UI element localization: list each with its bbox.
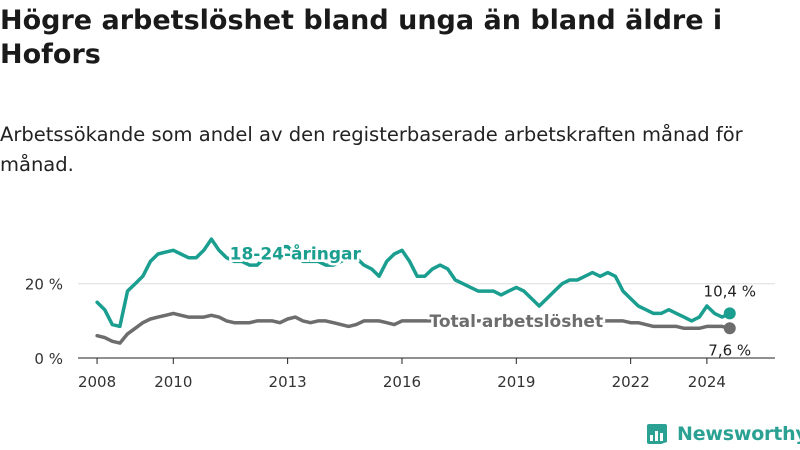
chart-title: Högre arbetslöshet bland unga än bland ä…: [0, 5, 723, 70]
x-tick-label: 2013: [269, 373, 307, 391]
series-end-label: 7,6 %: [708, 341, 751, 359]
x-tick-label: 2010: [154, 373, 192, 391]
x-tick-label: 2019: [497, 373, 535, 391]
brand-name: Newsworthy: [677, 423, 800, 445]
brand-logo: Newsworthy: [645, 420, 800, 448]
x-tick-label: 2008: [78, 373, 116, 391]
x-tick-label: 2022: [612, 373, 650, 391]
line-chart: 0 % 20 % 2008 2010 2013 2016 2019 2022 2024 10,4…: [25, 237, 775, 391]
y-tick-label: 20 %: [25, 276, 63, 294]
series-end-label: 10,4 %: [704, 282, 756, 300]
x-tick-label: 2024: [688, 373, 726, 391]
x-tick-label: 2016: [383, 373, 421, 391]
series-end-point: [723, 322, 736, 335]
series-line-total: [95, 311, 732, 345]
chart-subtitle: Arbetssökande som andel av den registerb…: [0, 123, 743, 176]
series-end-point: [723, 307, 736, 320]
y-tick-label: 0 %: [34, 350, 63, 368]
newsworthy-logo-icon: [647, 424, 667, 444]
series-label-total: Total arbetslöshet: [430, 312, 604, 332]
series-line-youth: [95, 237, 732, 329]
series-label-youth: 18-24-åringar: [230, 242, 362, 264]
